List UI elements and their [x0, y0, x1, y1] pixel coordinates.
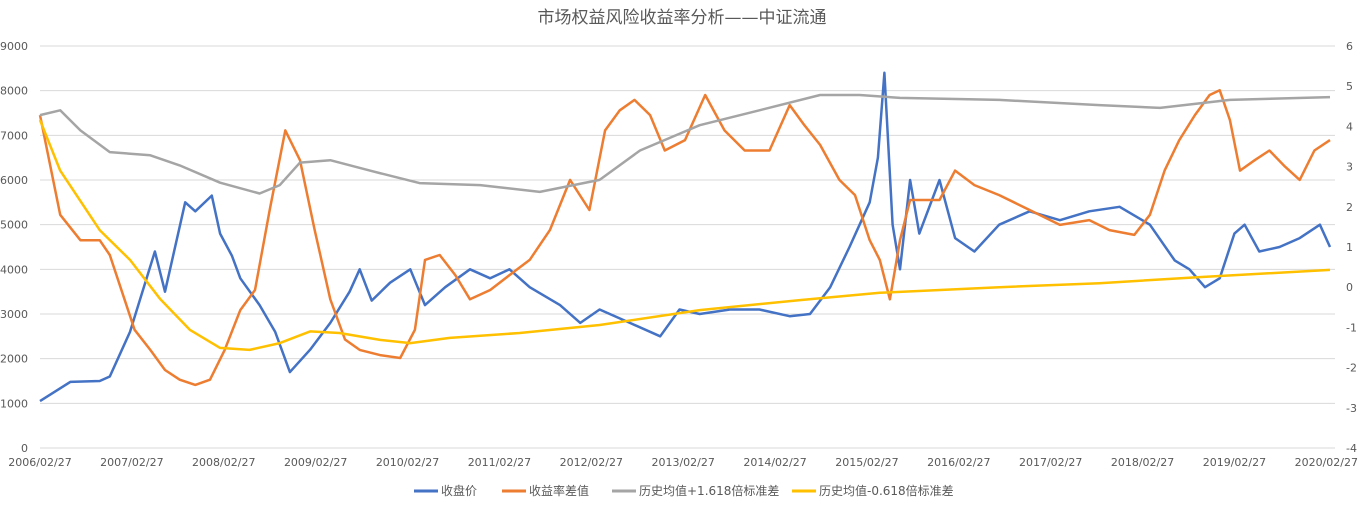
- right-tick-label: 6: [1346, 40, 1353, 53]
- x-axis-ticks: 2006/02/27 2007/02/27 2008/02/27 2009/02/27…: [8, 456, 1358, 469]
- left-tick-label: 2000: [0, 353, 28, 366]
- x-tick-label: 2013/02/27: [651, 456, 714, 469]
- x-tick-label: 2020/02/27: [1295, 456, 1358, 469]
- right-tick-label: 0: [1346, 281, 1353, 294]
- legend-label: 收益率差值: [529, 483, 589, 498]
- x-tick-label: 2007/02/27: [100, 456, 163, 469]
- series-line-0: [39, 71, 1332, 403]
- x-tick-label: 2008/02/27: [192, 456, 255, 469]
- left-tick-label: 9000: [0, 40, 28, 53]
- left-tick-label: 8000: [0, 85, 28, 98]
- right-tick-label: 5: [1346, 80, 1353, 93]
- x-tick-label: 2012/02/27: [560, 456, 623, 469]
- right-tick-label: -4: [1346, 442, 1357, 455]
- right-tick-label: -3: [1346, 402, 1357, 415]
- legend-label: 历史均值-0.618倍标准差: [819, 483, 954, 498]
- left-tick-label: 4000: [0, 263, 28, 276]
- left-tick-label: 5000: [0, 219, 28, 232]
- legend-label: 收盘价: [441, 483, 477, 498]
- series-line-1: [38, 88, 1331, 387]
- right-tick-label: 3: [1346, 161, 1353, 174]
- x-tick-label: 2010/02/27: [376, 456, 439, 469]
- series-line-3: [38, 119, 1331, 352]
- x-tick-label: 2006/02/27: [8, 456, 71, 469]
- right-tick-label: -1: [1346, 321, 1357, 334]
- right-tick-label: -2: [1346, 362, 1357, 375]
- x-tick-label: 2011/02/27: [468, 456, 531, 469]
- x-tick-label: 2009/02/27: [284, 456, 347, 469]
- legend: 收盘价 收益率差值 历史均值+1.618倍标准差 历史均值-0.618倍标准差: [414, 483, 954, 498]
- x-tick-label: 2016/02/27: [927, 456, 990, 469]
- x-tick-label: 2019/02/27: [1203, 456, 1266, 469]
- left-tick-label: 3000: [0, 308, 28, 321]
- right-tick-label: 2: [1346, 201, 1353, 214]
- x-tick-label: 2018/02/27: [1111, 456, 1174, 469]
- x-tick-label: 2017/02/27: [1019, 456, 1082, 469]
- left-tick-label: 0: [21, 442, 28, 455]
- series-lines: [38, 71, 1332, 403]
- right-axis-ticks: -4 -3 -2 -1 0 1 2 3 4 5 6: [1346, 40, 1357, 455]
- right-tick-label: 4: [1346, 120, 1353, 133]
- legend-label: 历史均值+1.618倍标准差: [639, 483, 779, 498]
- x-tick-label: 2014/02/27: [743, 456, 806, 469]
- left-tick-label: 6000: [0, 174, 28, 187]
- right-tick-label: 1: [1346, 241, 1353, 254]
- x-tick-label: 2015/02/27: [835, 456, 898, 469]
- left-tick-label: 7000: [0, 129, 28, 142]
- chart-title: 市场权益风险收益率分析——中证流通: [538, 8, 827, 28]
- left-tick-label: 1000: [0, 397, 28, 410]
- left-axis-ticks: 0 1000 2000 3000 4000 5000 6000 7000 8000 9000: [0, 40, 28, 455]
- series-line-2: [39, 93, 1331, 195]
- gridlines: [40, 45, 1335, 449]
